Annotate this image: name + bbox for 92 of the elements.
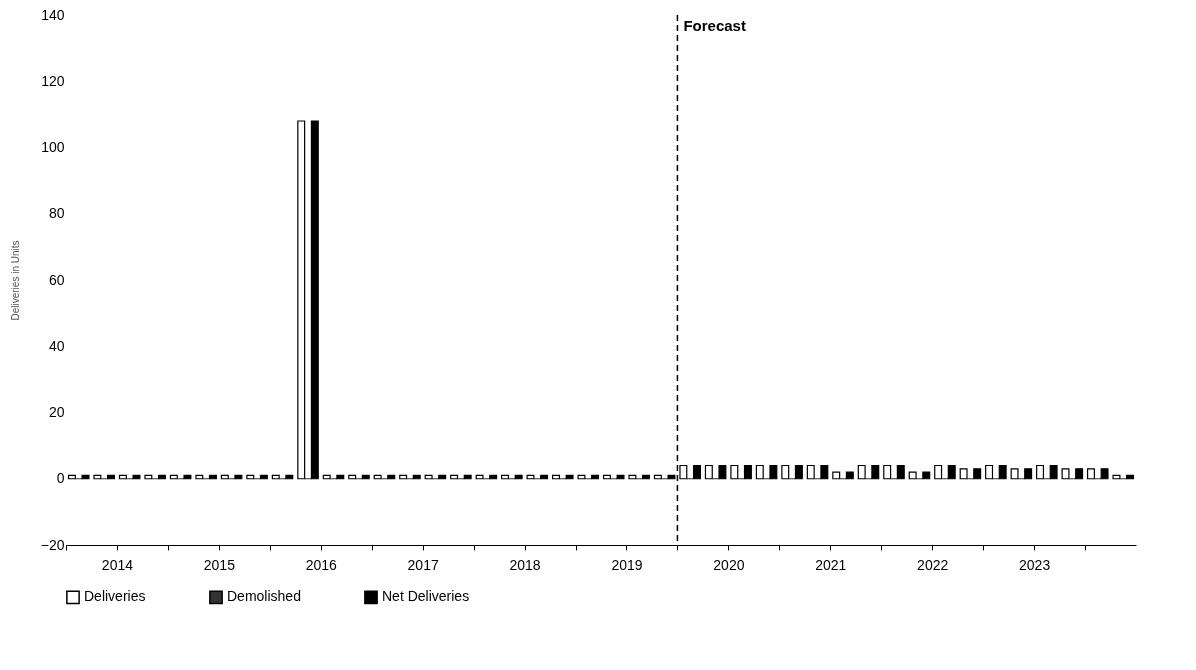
x-tick-label: 2018 bbox=[509, 556, 541, 573]
bar bbox=[922, 471, 931, 480]
bar bbox=[1036, 464, 1045, 480]
bar bbox=[208, 474, 217, 480]
bar bbox=[412, 474, 421, 480]
bar bbox=[692, 464, 701, 480]
bar bbox=[361, 474, 370, 480]
y-tick-label: 40 bbox=[48, 337, 65, 354]
y-tick-label: 100 bbox=[41, 139, 65, 155]
bar bbox=[234, 474, 243, 480]
bar bbox=[896, 464, 905, 480]
y-tick-label: 140 bbox=[41, 6, 65, 23]
x-tick-label: 2022 bbox=[917, 556, 949, 573]
bar bbox=[1126, 474, 1135, 480]
bar bbox=[1049, 464, 1058, 480]
x-tick-label: 2017 bbox=[407, 556, 439, 573]
bar bbox=[985, 464, 994, 480]
bar bbox=[820, 464, 829, 480]
bar bbox=[1061, 468, 1070, 480]
bar bbox=[769, 464, 778, 480]
bar bbox=[489, 474, 498, 480]
bar bbox=[399, 474, 408, 480]
bar bbox=[387, 474, 396, 480]
x-tick-label: 2016 bbox=[305, 556, 338, 573]
bar bbox=[908, 471, 917, 480]
bar bbox=[310, 120, 319, 480]
bar bbox=[93, 474, 102, 480]
legend-label: Net Deliveries bbox=[382, 588, 470, 605]
bar bbox=[107, 474, 115, 480]
bar bbox=[1010, 468, 1019, 480]
x-tick-label: 2014 bbox=[101, 556, 134, 573]
x-tick-label: 2023 bbox=[1019, 556, 1051, 573]
legend-label: Demolished bbox=[227, 588, 301, 605]
bar bbox=[871, 464, 880, 480]
bar bbox=[565, 474, 574, 480]
bar bbox=[336, 474, 345, 480]
bar bbox=[132, 474, 141, 480]
bar bbox=[183, 474, 192, 480]
x-tick-label: 2019 bbox=[611, 556, 643, 573]
y-tick-label: −20 bbox=[40, 536, 65, 553]
bar bbox=[959, 468, 968, 480]
bar bbox=[259, 474, 268, 480]
bar bbox=[857, 464, 866, 480]
bar bbox=[144, 474, 153, 480]
y-tick-label: 80 bbox=[48, 205, 65, 222]
x-tick-label: 2021 bbox=[815, 556, 847, 573]
bar bbox=[246, 474, 255, 480]
y-axis-title: Deliveries in Units bbox=[9, 240, 21, 321]
bar bbox=[577, 474, 586, 480]
bar bbox=[540, 474, 549, 480]
bar bbox=[157, 474, 166, 480]
bar bbox=[81, 474, 90, 480]
bar bbox=[832, 471, 841, 480]
x-tick-label: 2015 bbox=[203, 556, 236, 573]
bar bbox=[297, 120, 306, 480]
x-tick-label: 2020 bbox=[713, 556, 745, 573]
ref-line-label: Forecast bbox=[683, 17, 746, 34]
bar bbox=[743, 464, 752, 480]
bar bbox=[285, 474, 294, 480]
bar bbox=[616, 474, 625, 480]
bar bbox=[1075, 468, 1084, 480]
bar bbox=[998, 464, 1007, 480]
bar bbox=[730, 464, 739, 480]
bar bbox=[704, 464, 713, 480]
bar bbox=[973, 468, 982, 480]
bar bbox=[642, 474, 650, 480]
bar bbox=[628, 474, 637, 480]
bar bbox=[348, 474, 357, 480]
bar bbox=[947, 464, 956, 480]
bar bbox=[755, 464, 764, 480]
bar bbox=[1112, 474, 1121, 480]
bar bbox=[845, 471, 854, 480]
bar bbox=[526, 474, 535, 480]
bar bbox=[781, 464, 790, 480]
bar bbox=[591, 474, 600, 480]
bar bbox=[794, 464, 803, 480]
bar bbox=[1100, 468, 1109, 480]
bar bbox=[195, 474, 204, 480]
bar bbox=[718, 464, 727, 480]
bar bbox=[463, 474, 472, 480]
y-tick-label: 120 bbox=[41, 72, 65, 89]
y-tick-label: 60 bbox=[48, 271, 65, 288]
y-tick-label: 0 bbox=[56, 470, 65, 487]
legend-label: Deliveries bbox=[84, 588, 146, 605]
y-tick-label: 20 bbox=[48, 404, 65, 420]
bar bbox=[514, 474, 523, 480]
bar bbox=[806, 464, 815, 480]
bar bbox=[883, 464, 892, 480]
bar bbox=[1087, 468, 1095, 480]
bar bbox=[1024, 468, 1033, 480]
bar bbox=[438, 474, 447, 480]
bar bbox=[934, 464, 943, 480]
